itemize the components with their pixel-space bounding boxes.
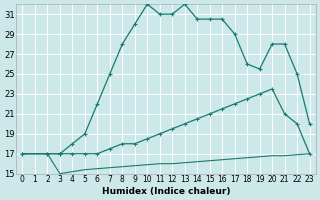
X-axis label: Humidex (Indice chaleur): Humidex (Indice chaleur) bbox=[102, 187, 230, 196]
